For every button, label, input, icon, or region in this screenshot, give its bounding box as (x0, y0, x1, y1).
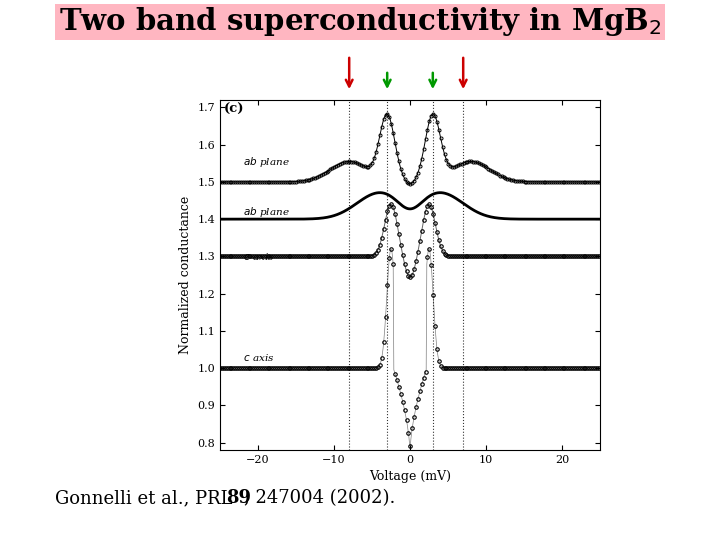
Text: 89: 89 (226, 489, 251, 507)
Text: $ab$ plane: $ab$ plane (243, 155, 289, 169)
FancyBboxPatch shape (55, 4, 665, 40)
X-axis label: Voltage (mV): Voltage (mV) (369, 470, 451, 483)
Text: $c$ axis: $c$ axis (243, 251, 274, 262)
Text: (c): (c) (224, 103, 244, 116)
Text: Gonnelli et al., PRL: Gonnelli et al., PRL (55, 489, 238, 507)
Y-axis label: Normalized conductance: Normalized conductance (179, 196, 192, 354)
Text: , 247004 (2002).: , 247004 (2002). (244, 489, 395, 507)
Text: $c$ axis: $c$ axis (243, 352, 274, 363)
Text: $ab$ plane: $ab$ plane (243, 205, 289, 219)
Text: Two band superconductivity in MgB$_2$: Two band superconductivity in MgB$_2$ (59, 5, 661, 38)
